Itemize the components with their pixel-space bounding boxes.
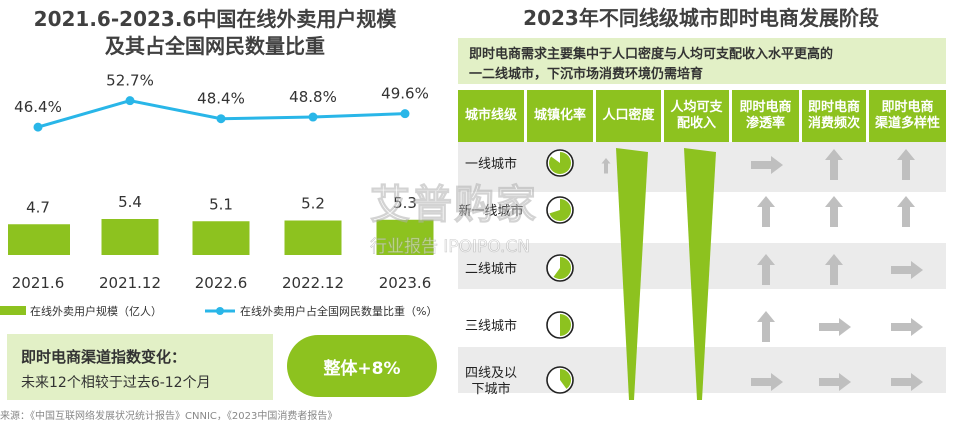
column-header: 城镇化率	[527, 90, 593, 142]
share-point	[308, 112, 318, 122]
row-band	[458, 347, 946, 393]
watermark: 艾普购家 行业报告 IPOIPO.CN	[370, 172, 538, 258]
city-tier-text: 三线城市	[464, 319, 517, 334]
bar-value-label: 5.3	[393, 194, 417, 212]
bar-value-label: 5.1	[209, 195, 233, 213]
right-chart-title: 2023年不同线级城市即时电商发展阶段	[523, 6, 879, 30]
city-tier-text: 下城市	[471, 382, 511, 397]
column-header: 即时电商 消费频次	[802, 90, 866, 142]
legend-bar-swatch	[0, 306, 26, 315]
city-tier-label: 四线及以 下城市	[458, 364, 524, 400]
column-header-text: 渠道多样性	[874, 116, 940, 131]
watermark-brand: 艾普购家	[370, 182, 538, 229]
bar-value-label: 5.2	[301, 195, 325, 213]
share-value-label: 49.6%	[381, 85, 429, 103]
arrow-up-icon	[757, 311, 775, 342]
column-header: 人口密度	[596, 90, 661, 142]
share-value-label: 48.4%	[197, 90, 245, 108]
insight-box: 即时电商需求主要集中于人口密度与人均可支配收入水平更高的 一二线城市，下沉市场消…	[458, 38, 946, 84]
column-header: 城市线级	[458, 90, 524, 142]
share-point	[33, 122, 43, 132]
column-header: 人均可支 配收入	[664, 90, 729, 142]
share-value-label: 48.8%	[289, 88, 337, 106]
share-point	[125, 96, 135, 106]
column-header-text: 即时电商	[739, 100, 792, 115]
share-value-label: 52.7%	[106, 72, 154, 90]
column-header-text: 人均可支	[670, 100, 723, 115]
urbanization-pie-fill	[549, 199, 571, 222]
left-title-line1: 2021.6-2023.6中国在线外卖用户规模	[33, 7, 397, 31]
x-tick-label: 2021.12	[99, 274, 161, 292]
arrow-right-icon	[819, 318, 851, 336]
share-point	[400, 109, 410, 119]
column-header-text: 配收入	[676, 116, 716, 131]
insight-line1: 即时电商需求主要集中于人口密度与人均可支配收入水平更高的	[469, 47, 834, 62]
column-header-text: 人口密度	[602, 108, 655, 123]
overall-change-text: 整体+8%	[323, 358, 401, 379]
x-tick-label: 2023.6	[379, 274, 432, 292]
callout-title: 即时电商渠道指数变化：	[21, 348, 187, 366]
legend-line-label: 在线外卖用户占全国网民数量比重（%）	[240, 304, 437, 318]
column-header-text: 城市线级	[464, 108, 517, 123]
bar-2022.12	[284, 220, 342, 255]
bar-2021.6	[8, 224, 70, 255]
city-tier-text: 四线及以	[464, 366, 517, 381]
city-tier-label: 三线城市	[458, 309, 524, 345]
column-header-text: 即时电商	[881, 100, 934, 115]
column-header: 即时电商 渠道多样性	[869, 90, 946, 142]
urbanization-pie-fill	[560, 314, 571, 336]
x-tick-label: 2022.12	[282, 274, 344, 292]
column-header-text: 渗透率	[745, 116, 785, 131]
channel-index-callout: 即时电商渠道指数变化： 未来12个相较于过去6-12个月	[7, 334, 273, 400]
column-header-text: 消费频次	[807, 116, 860, 131]
city-tier-label: 二线城市	[458, 252, 524, 288]
bar-value-label: 4.7	[26, 198, 50, 216]
urbanization-pie	[546, 196, 574, 224]
city-tier-text: 一线城市	[464, 157, 517, 172]
x-tick-label: 2022.6	[195, 274, 248, 292]
arrow-right-icon	[891, 318, 923, 336]
arrow-up-icon	[825, 196, 843, 227]
left-chart-title: 2021.6-2023.6中国在线外卖用户规模 及其占全国网民数量比重	[0, 6, 430, 60]
city-tier-label: 一线城市	[458, 147, 524, 183]
column-header: 即时电商 渗透率	[732, 90, 799, 142]
city-tier-label: 新一线城市	[458, 194, 524, 230]
legend-line-marker	[216, 307, 224, 315]
x-tick-label: 2021.6	[12, 274, 65, 292]
city-tier-text: 新一线城市	[458, 204, 524, 219]
watermark-caption: 行业报告 IPOIPO.CN	[370, 237, 531, 258]
column-header-text: 即时电商	[807, 100, 860, 115]
overall-change-badge: 整体+8%	[287, 335, 437, 397]
insight-line2: 一二线城市，下沉市场消费环境仍需培育	[469, 67, 704, 82]
bar-2022.6	[192, 221, 250, 255]
arrow-up-icon	[757, 196, 775, 227]
share-point	[216, 114, 226, 124]
bar-value-label: 5.4	[118, 193, 142, 211]
callout-text: 未来12个相较于过去6-12个月	[21, 375, 211, 391]
city-tier-text: 二线城市	[464, 262, 517, 277]
left-title-line2: 及其占全国网民数量比重	[105, 34, 325, 58]
share-value-label: 46.4%	[14, 98, 62, 116]
bar-2023.6	[376, 219, 434, 255]
arrow-up-icon	[897, 196, 915, 227]
user-scale-chart: 4.7 5.4 5.1 5.2 5.3 46.4% 52.7% 48.4% 48.8% 49.6%…	[0, 72, 437, 318]
legend-bar-label: 在线外卖用户规模（亿人）	[30, 304, 162, 318]
bar-2021.12	[101, 219, 159, 255]
urbanization-pie	[546, 311, 574, 339]
column-header-text: 城镇化率	[533, 108, 586, 123]
source-footnote: 来源：《中国互联网络发展状况统计报告》CNNIC，《2023中国消费者报告》	[0, 411, 338, 422]
